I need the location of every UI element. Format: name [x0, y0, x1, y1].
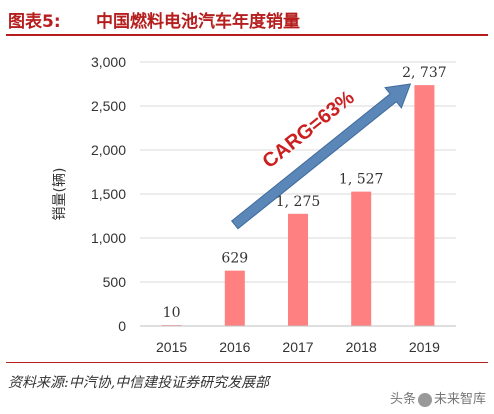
y-tick-label: 500: [103, 274, 127, 290]
y-tick-label: 1,500: [91, 186, 126, 202]
x-tick-label: 2015: [156, 339, 187, 355]
y-tick-label: 3,000: [91, 54, 126, 70]
data-label: 1, 275: [276, 194, 321, 210]
x-tick-label: 2019: [409, 339, 440, 355]
source-divider: [6, 362, 488, 363]
bar-chart: 0 500 1,000 1,500 2,000 2,500 3,000 销量(辆) 10 2015…: [52, 54, 456, 355]
bar: [224, 270, 245, 326]
bar: [351, 191, 372, 326]
y-tick-label: 2,500: [91, 98, 126, 114]
chart-title: 中国燃料电池汽车年度销量: [96, 12, 300, 32]
title-bar: 图表5: 中国燃料电池汽车年度销量: [0, 0, 494, 40]
data-label: 629: [221, 251, 248, 267]
y-tick-label: 0: [118, 318, 126, 334]
data-label: 2, 737: [402, 65, 447, 81]
data-label: 1, 527: [339, 172, 384, 188]
watermark-logo-icon: [417, 392, 432, 407]
y-axis-label: 销量(辆): [52, 168, 68, 221]
bar: [414, 85, 435, 326]
source-note: 资料来源:中汽协,中信建投证券研究发展部: [8, 375, 270, 391]
watermark-brand: 未来智库: [433, 392, 486, 407]
watermark-prefix: 头条: [389, 392, 416, 407]
watermark: 头条 未来智库: [390, 388, 486, 407]
title-divider: [6, 34, 488, 36]
bar: [288, 213, 308, 326]
y-tick-label: 1,000: [91, 230, 126, 246]
x-tick-label: 2017: [282, 339, 313, 355]
growth-arrow: [230, 83, 412, 230]
data-label: 10: [163, 305, 181, 321]
x-tick-label: 2018: [346, 339, 377, 355]
figure-label: 图表5:: [8, 12, 61, 32]
y-tick-label: 2,000: [91, 142, 126, 158]
x-tick-label: 2016: [219, 339, 250, 355]
